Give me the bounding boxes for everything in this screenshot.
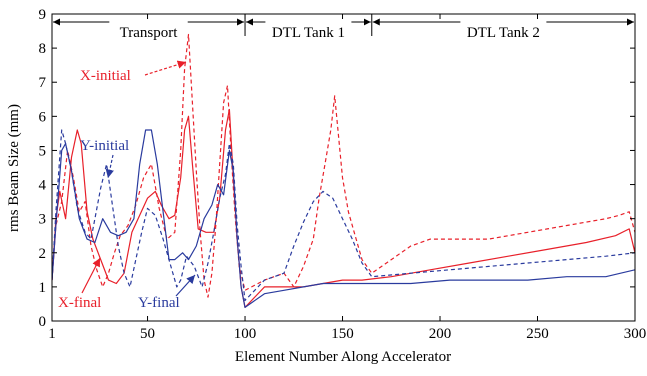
annotation-arrow: [81, 257, 101, 294]
annotation-y-final: Y-final: [138, 295, 180, 311]
section-label: DTL Tank 1: [272, 25, 345, 41]
annotation-y-initial: Y-initial: [80, 138, 129, 154]
y-tick-label: 0: [39, 314, 47, 330]
y-tick-label: 9: [39, 7, 47, 23]
annotation-arrow: [144, 60, 187, 76]
plot-frame: [51, 13, 636, 322]
y-tick-label: 2: [39, 246, 47, 262]
y-tick-label: 5: [39, 143, 47, 159]
x-tick-label: 1: [48, 326, 56, 342]
annotation-arrow: [105, 154, 114, 179]
annotation-x-final: X-final: [58, 295, 101, 311]
series-line-y-final: [52, 129, 635, 308]
y-tick-label: 6: [39, 109, 47, 125]
y-tick-label: 1: [39, 280, 47, 296]
section-label: Transport: [120, 25, 179, 41]
x-tick-label: 250: [526, 326, 549, 342]
y-tick-label: 4: [39, 178, 47, 194]
y-tick-label: 8: [39, 41, 47, 57]
series-line-x-final: [52, 108, 635, 308]
plot-area-border: [51, 13, 636, 322]
section-markers: Transport DTL Tank 1 DTL Tank 2: [53, 14, 634, 41]
y-tick-label: 3: [39, 212, 47, 228]
x-tick-label: 200: [429, 326, 452, 342]
y-axis-label: rms Beam Size (mm): [6, 104, 22, 232]
annotation-arrow: [175, 274, 196, 297]
x-tick-label: 50: [140, 326, 155, 342]
x-axis-label: Element Number Along Accelerator: [235, 349, 451, 365]
x-tick-label: 150: [331, 326, 354, 342]
section-label: DTL Tank 2: [467, 25, 540, 41]
series-layer: [52, 33, 635, 308]
y-tick-label: 7: [39, 75, 47, 91]
x-tick-label: 100: [234, 326, 257, 342]
series-annotations: X-initial X-final Y-initial Y-final: [58, 60, 196, 311]
series-line-y-initial: [52, 129, 635, 302]
annotation-x-initial: X-initial: [80, 68, 131, 84]
x-tick-label: 300: [624, 326, 647, 342]
series-line-x-initial: [52, 33, 635, 298]
